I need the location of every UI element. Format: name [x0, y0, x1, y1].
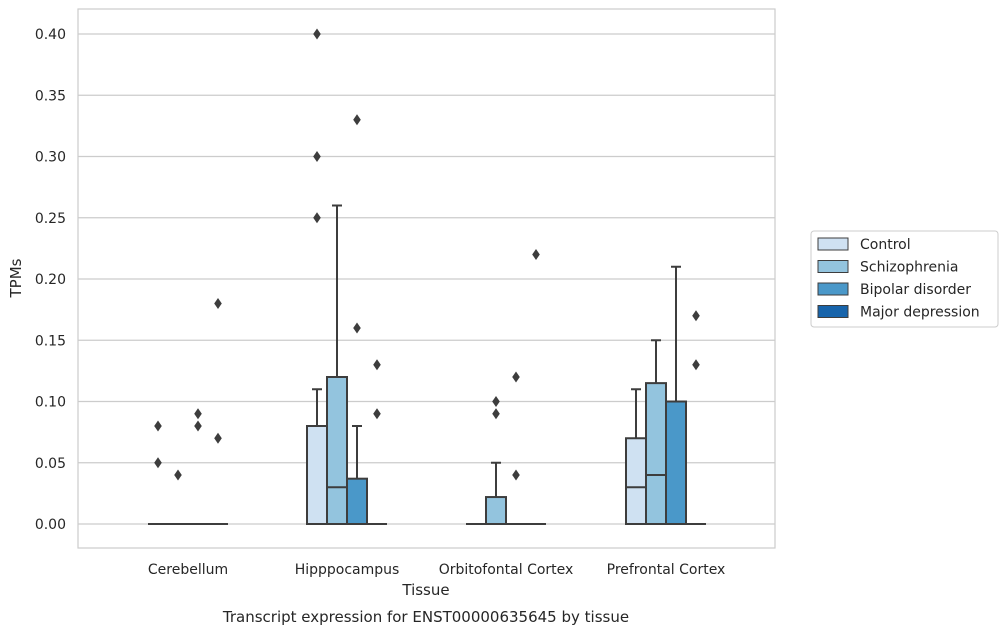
y-tick-label: 0.25: [35, 211, 66, 227]
x-axis-ticks: Cerebellum Hipppocampus Orbitofontal Corte…: [148, 562, 725, 578]
y-tick-label: 0.40: [35, 27, 66, 43]
box-body: [645, 382, 667, 525]
box-schizophrenia: [485, 461, 507, 525]
outlier-point: [313, 28, 321, 40]
box-control: [306, 388, 328, 525]
box-schizophrenia: [326, 204, 348, 525]
legend: Control Schizophrenia Bipolar disorder Majo…: [810, 230, 999, 328]
legend-swatch: [817, 237, 849, 251]
box-schizophrenia: [645, 339, 667, 525]
legend-label: Bipolar disorder: [860, 282, 971, 298]
legend-label: Control: [860, 237, 911, 253]
outlier-point: [692, 359, 700, 371]
outlier-point: [353, 322, 361, 334]
y-tick-label: 0.20: [35, 272, 66, 288]
legend-swatch: [817, 305, 849, 318]
y-axis-ticks: 0.00 0.05 0.10 0.15 0.20 0.25 0.30 0.35 0.40: [35, 27, 66, 533]
plot-area-frame: [77, 8, 776, 549]
x-tick-label: Cerebellum: [148, 562, 228, 578]
gridlines: [78, 33, 775, 525]
box-bipolar-disorder: [665, 265, 687, 525]
box-body: [665, 400, 687, 525]
outlier-point: [194, 408, 202, 420]
box-body: [625, 437, 647, 525]
y-tick-label: 0.00: [35, 517, 66, 533]
legend-label: Schizophrenia: [860, 260, 958, 276]
chart-caption: Transcript expression for ENST0000063564…: [222, 608, 629, 626]
outlier-point: [373, 359, 381, 371]
legend-frame: [810, 230, 999, 328]
outliers: [154, 28, 700, 481]
outlier-point: [313, 212, 321, 224]
legend-swatch: [817, 260, 849, 273]
x-tick-label: Prefrontal Cortex: [607, 562, 726, 578]
x-axis-title: Tissue: [401, 581, 449, 599]
y-tick-label: 0.05: [35, 456, 66, 472]
y-axis-title: TPMs: [7, 258, 25, 298]
legend-swatch: [817, 282, 849, 296]
outlier-point: [492, 408, 500, 420]
box-body: [346, 477, 368, 525]
outlier-point: [532, 249, 540, 260]
outlier-point: [154, 420, 162, 432]
y-tick-label: 0.15: [35, 333, 66, 349]
outlier-point: [692, 310, 700, 322]
outlier-point: [373, 408, 381, 420]
outlier-point: [512, 371, 520, 383]
y-tick-label: 0.35: [35, 88, 66, 104]
y-tick-label: 0.10: [35, 395, 66, 411]
outlier-point: [154, 457, 162, 469]
box-body: [485, 496, 507, 525]
outlier-point: [214, 298, 222, 309]
x-tick-label: Hipppocampus: [295, 562, 400, 578]
y-tick-label: 0.30: [35, 150, 66, 166]
outlier-point: [313, 151, 321, 162]
x-tick-label: Orbitofontal Cortex: [439, 562, 574, 578]
box-body: [306, 425, 328, 525]
outlier-point: [512, 469, 520, 481]
legend-label: Major depression: [860, 305, 980, 321]
outlier-point: [194, 420, 202, 432]
boxes: [148, 204, 706, 525]
box-body: [326, 376, 348, 525]
outlier-point: [214, 432, 222, 444]
outlier-point: [353, 114, 361, 126]
outlier-point: [492, 396, 500, 407]
box-bipolar-disorder: [346, 425, 368, 525]
outlier-point: [174, 469, 182, 481]
box-control: [625, 388, 647, 525]
